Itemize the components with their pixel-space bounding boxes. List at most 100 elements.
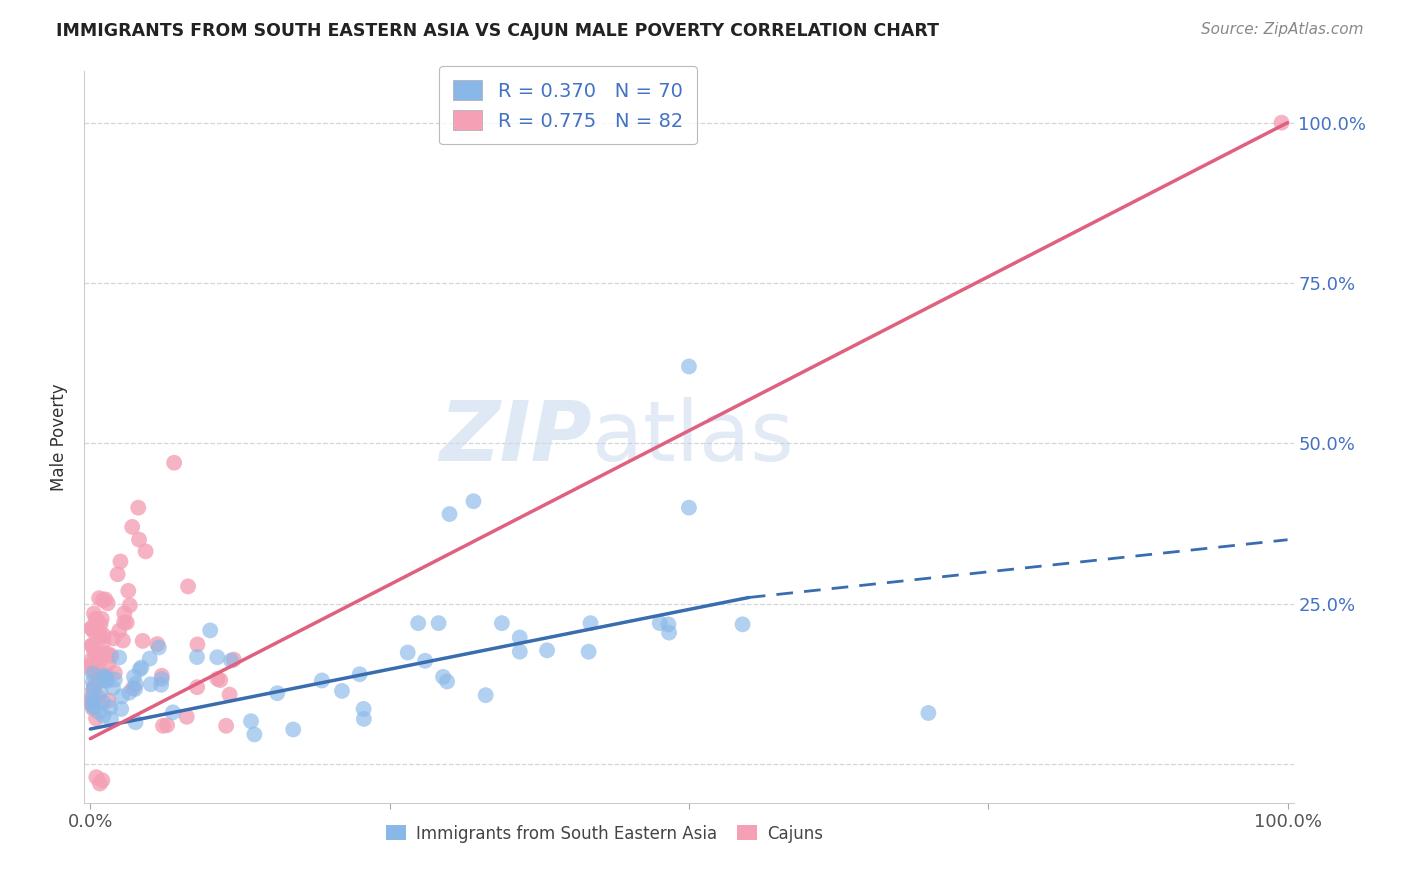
Point [207, 650, 229, 665]
Point [82, 683, 104, 698]
Point [110, 554, 132, 568]
Point [349, 667, 371, 681]
Point [83, 607, 105, 621]
Text: Source: ZipAtlas.com: Source: ZipAtlas.com [1201, 22, 1364, 37]
Point [240, 714, 263, 729]
Point [84, 612, 107, 626]
Point [82, 695, 104, 709]
Point [121, 520, 143, 534]
Point [163, 456, 186, 470]
Point [91, 696, 114, 710]
Point [222, 652, 245, 666]
Point [87, 591, 110, 606]
Point [152, 719, 174, 733]
Point [917, 706, 939, 720]
Point [97, 647, 120, 661]
Point [186, 637, 208, 651]
Point [80, 639, 103, 653]
Point [132, 633, 155, 648]
Point [103, 632, 125, 646]
Point [115, 615, 138, 630]
Point [427, 616, 450, 631]
Point [82, 682, 104, 697]
Point [353, 712, 375, 726]
Point [406, 616, 429, 631]
Point [82, 690, 104, 704]
Point [90, 612, 112, 626]
Point [93, 708, 115, 723]
Point [80, 662, 103, 676]
Point [97, 596, 120, 610]
Point [82, 701, 104, 715]
Point [89, 624, 111, 639]
Point [83, 644, 105, 658]
Point [243, 727, 266, 741]
Text: IMMIGRANTS FROM SOUTH EASTERN ASIA VS CAJUN MALE POVERTY CORRELATION CHART: IMMIGRANTS FROM SOUTH EASTERN ASIA VS CA… [56, 22, 939, 40]
Point [82, 674, 104, 689]
Point [80, 622, 103, 636]
Point [94, 592, 117, 607]
Point [218, 688, 240, 702]
Point [509, 631, 531, 645]
Point [186, 650, 208, 665]
Point [311, 673, 333, 688]
Point [107, 567, 129, 582]
Point [80, 638, 103, 652]
Point [83, 699, 105, 714]
Point [731, 617, 754, 632]
Point [97, 657, 120, 671]
Point [439, 507, 461, 521]
Point [283, 723, 305, 737]
Point [209, 673, 232, 687]
Point [491, 616, 513, 631]
Point [536, 643, 558, 657]
Point [215, 719, 238, 733]
Point [148, 640, 170, 655]
Point [80, 653, 103, 667]
Point [648, 616, 671, 631]
Point [86, 770, 108, 784]
Point [657, 617, 679, 632]
Point [108, 650, 131, 665]
Point [177, 579, 200, 593]
Point [509, 645, 531, 659]
Point [94, 670, 117, 684]
Point [108, 624, 131, 638]
Point [150, 672, 173, 686]
Point [578, 645, 600, 659]
Point [396, 646, 419, 660]
Point [139, 677, 162, 691]
Point [111, 633, 134, 648]
Point [83, 680, 105, 694]
Point [131, 660, 153, 674]
Point [219, 654, 242, 668]
Point [84, 711, 107, 725]
Point [89, 617, 111, 632]
Point [127, 500, 149, 515]
Point [84, 662, 107, 676]
Point [96, 668, 118, 682]
Point [110, 702, 132, 716]
Point [97, 693, 120, 707]
Point [90, 646, 112, 660]
Point [139, 651, 162, 665]
Point [87, 674, 110, 689]
Point [117, 583, 139, 598]
Point [91, 593, 114, 607]
Point [93, 669, 115, 683]
Point [111, 690, 134, 704]
Point [432, 670, 454, 684]
Point [112, 615, 135, 630]
Point [118, 599, 141, 613]
Point [80, 696, 103, 710]
Point [128, 662, 150, 676]
Point [83, 682, 105, 697]
Point [678, 359, 700, 374]
Point [89, 654, 111, 668]
Point [162, 706, 184, 720]
Point [82, 666, 104, 681]
Point [86, 613, 108, 627]
Point [104, 673, 127, 687]
Point [80, 657, 103, 672]
Point [83, 624, 105, 639]
